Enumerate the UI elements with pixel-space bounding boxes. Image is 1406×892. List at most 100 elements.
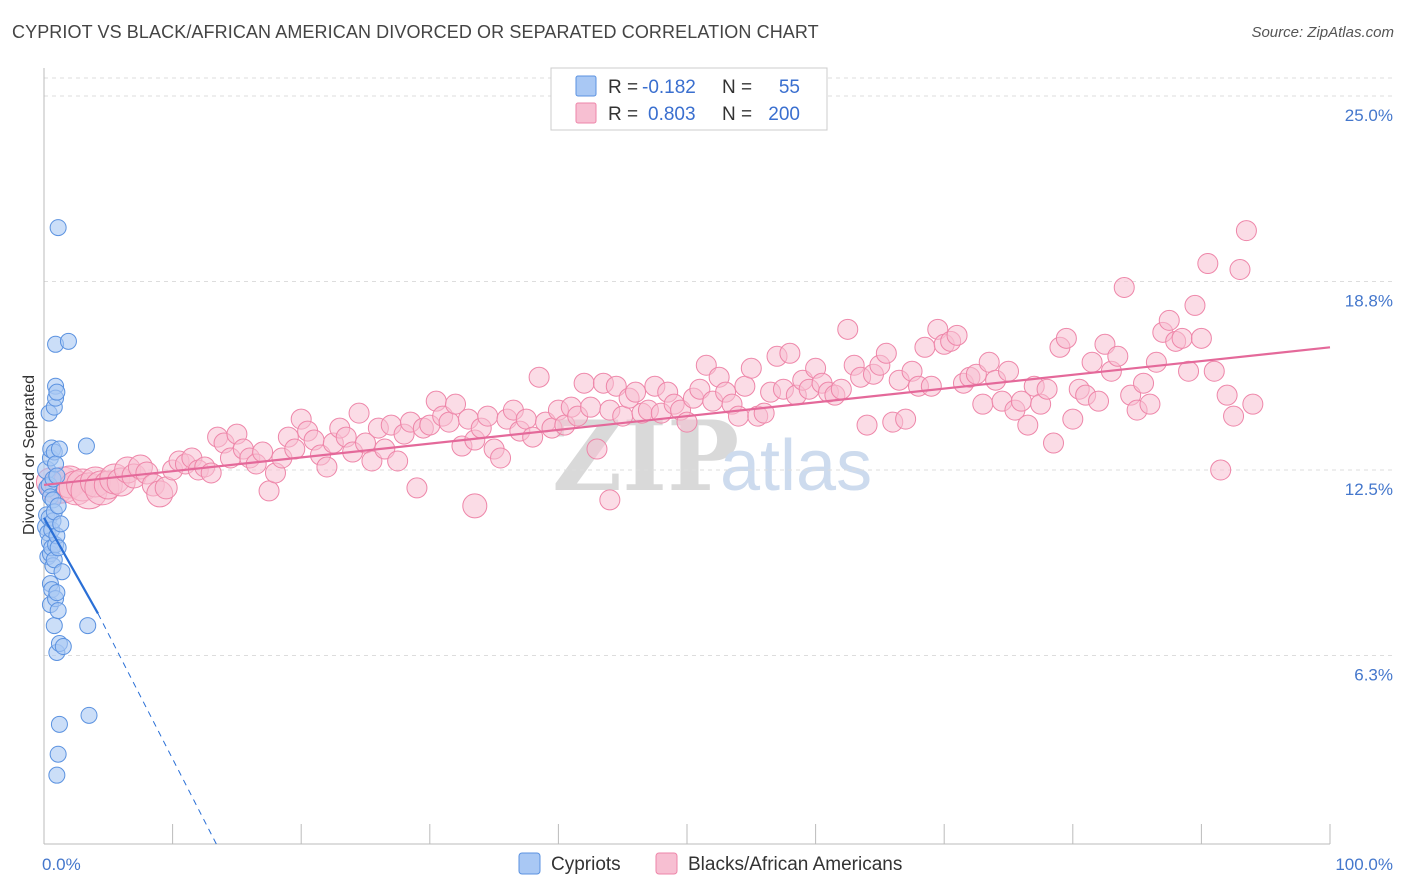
point-cypriots: [48, 467, 66, 485]
chart-title: CYPRIOT VS BLACK/AFRICAN AMERICAN DIVORC…: [12, 22, 819, 42]
series-legend-swatch-cypriots: [518, 852, 541, 875]
trend-line-cypriots-extrapolated: [97, 613, 217, 845]
point-cypriots: [50, 715, 68, 733]
point-blacks-african-americans: [695, 354, 717, 376]
point-blacks-african-americans: [1242, 393, 1264, 415]
point-blacks-african-americans: [490, 447, 512, 469]
x-tick-labels: 0.0% 100.0%: [42, 855, 1393, 874]
point-blacks-african-americans: [1171, 327, 1193, 349]
point-blacks-african-americans: [580, 396, 602, 418]
point-blacks-african-americans: [387, 450, 409, 472]
point-blacks-african-americans: [1178, 360, 1200, 382]
point-blacks-african-americans: [875, 342, 897, 364]
source-credit: Source: ZipAtlas.com: [1251, 24, 1394, 41]
point-blacks-african-americans: [837, 318, 859, 340]
series-legend-label-blacks: Blacks/African Americans: [688, 854, 902, 875]
point-cypriots: [48, 766, 66, 784]
point-blacks-african-americans: [1158, 309, 1180, 331]
point-blacks-african-americans: [599, 489, 621, 511]
trend-line-blacks-african-americans: [43, 346, 1331, 487]
point-blacks-african-americans: [1017, 414, 1039, 436]
legend-r-value-2: 0.803: [648, 104, 696, 125]
point-blacks-african-americans: [1081, 351, 1103, 373]
point-blacks-african-americans: [1088, 390, 1110, 412]
point-cypriots: [49, 219, 67, 237]
y-tick-label: 12.5%: [1345, 480, 1393, 499]
point-blacks-african-americans: [856, 414, 878, 436]
point-blacks-african-americans: [1043, 432, 1065, 454]
y-tick-labels: 6.3% 12.5% 18.8% 25.0%: [1345, 106, 1393, 685]
point-blacks-african-americans: [625, 381, 647, 403]
point-blacks-african-americans: [284, 438, 306, 460]
legend-n-label-1: N =: [722, 77, 752, 98]
legend-r-value-1: -0.182: [642, 77, 696, 98]
point-blacks-african-americans: [1055, 327, 1077, 349]
legend-swatch-cypriots: [575, 75, 597, 97]
point-blacks-african-americans: [1235, 220, 1257, 242]
point-blacks-african-americans: [1113, 276, 1135, 298]
point-blacks-african-americans: [1197, 253, 1219, 275]
point-cypriots: [79, 617, 97, 635]
point-blacks-african-americans: [895, 408, 917, 430]
point-blacks-african-americans: [477, 405, 499, 427]
point-cypriots: [49, 497, 67, 515]
point-blacks-african-americans: [573, 372, 595, 394]
y-axis-label: Divorced or Separated: [21, 375, 38, 535]
point-blacks-african-americans: [1190, 327, 1212, 349]
point-blacks-african-americans: [920, 375, 942, 397]
legend-swatch-blacks: [575, 102, 597, 124]
point-cypriots: [48, 584, 66, 602]
point-blacks-african-americans: [515, 408, 537, 430]
trend-lines: [43, 346, 1331, 845]
point-blacks-african-americans: [1216, 384, 1238, 406]
point-blacks-african-americans: [972, 393, 994, 415]
point-blacks-african-americans: [1107, 345, 1129, 367]
point-cypriots: [52, 515, 70, 533]
point-blacks-african-americans: [779, 342, 801, 364]
point-blacks-african-americans: [1062, 408, 1084, 430]
point-cypriots: [54, 638, 72, 656]
point-blacks-african-americans: [998, 360, 1019, 382]
point-blacks-african-americans: [1139, 393, 1161, 415]
point-blacks-african-americans: [316, 456, 338, 478]
point-blacks-african-americans: [1203, 360, 1225, 382]
point-blacks-african-americans: [1133, 372, 1155, 394]
series-legend: Cypriots Blacks/African Americans: [518, 852, 902, 875]
point-cypriots: [45, 617, 63, 635]
point-blacks-african-americans: [258, 480, 280, 502]
point-blacks-african-americans: [1223, 405, 1245, 427]
point-blacks-african-americans: [528, 366, 550, 388]
x-tick-label-start: 0.0%: [42, 855, 81, 874]
point-blacks-african-americans: [1036, 378, 1058, 400]
point-blacks-african-americans: [978, 351, 1000, 373]
y-tick-label: 6.3%: [1354, 665, 1393, 684]
point-blacks-african-americans: [406, 477, 428, 499]
point-cypriots: [80, 706, 98, 724]
point-blacks-african-americans: [1145, 351, 1167, 373]
legend-n-value-2: 200: [768, 104, 800, 125]
legend-n-label-2: N =: [722, 104, 752, 125]
point-blacks-african-americans: [734, 375, 756, 397]
point-blacks-african-americans: [361, 450, 383, 472]
point-cypriots: [49, 602, 67, 620]
point-blacks-african-americans: [445, 393, 467, 415]
point-blacks-african-americans: [946, 324, 968, 346]
series-legend-label-cypriots: Cypriots: [551, 854, 621, 875]
point-blacks-african-americans: [1184, 294, 1206, 316]
point-cypriots: [53, 563, 71, 581]
legend-n-value-1: 55: [779, 77, 800, 98]
point-blacks-african-americans: [1210, 459, 1232, 481]
x-tick-label-end: 100.0%: [1335, 855, 1393, 874]
point-blacks-african-americans: [914, 336, 936, 358]
y-tick-label: 18.8%: [1345, 291, 1393, 310]
point-blacks-african-americans: [462, 493, 488, 519]
point-blacks-african-americans: [605, 375, 627, 397]
watermark-atlas: atlas: [720, 426, 872, 506]
point-blacks-african-americans: [348, 402, 370, 424]
series-cypriots: [37, 219, 98, 784]
y-tick-label: 25.0%: [1345, 106, 1393, 125]
point-blacks-african-americans: [830, 378, 852, 400]
correlation-legend: R = -0.182 N = 55 R = 0.803 N = 200: [550, 67, 828, 131]
point-blacks-african-americans: [740, 357, 762, 379]
